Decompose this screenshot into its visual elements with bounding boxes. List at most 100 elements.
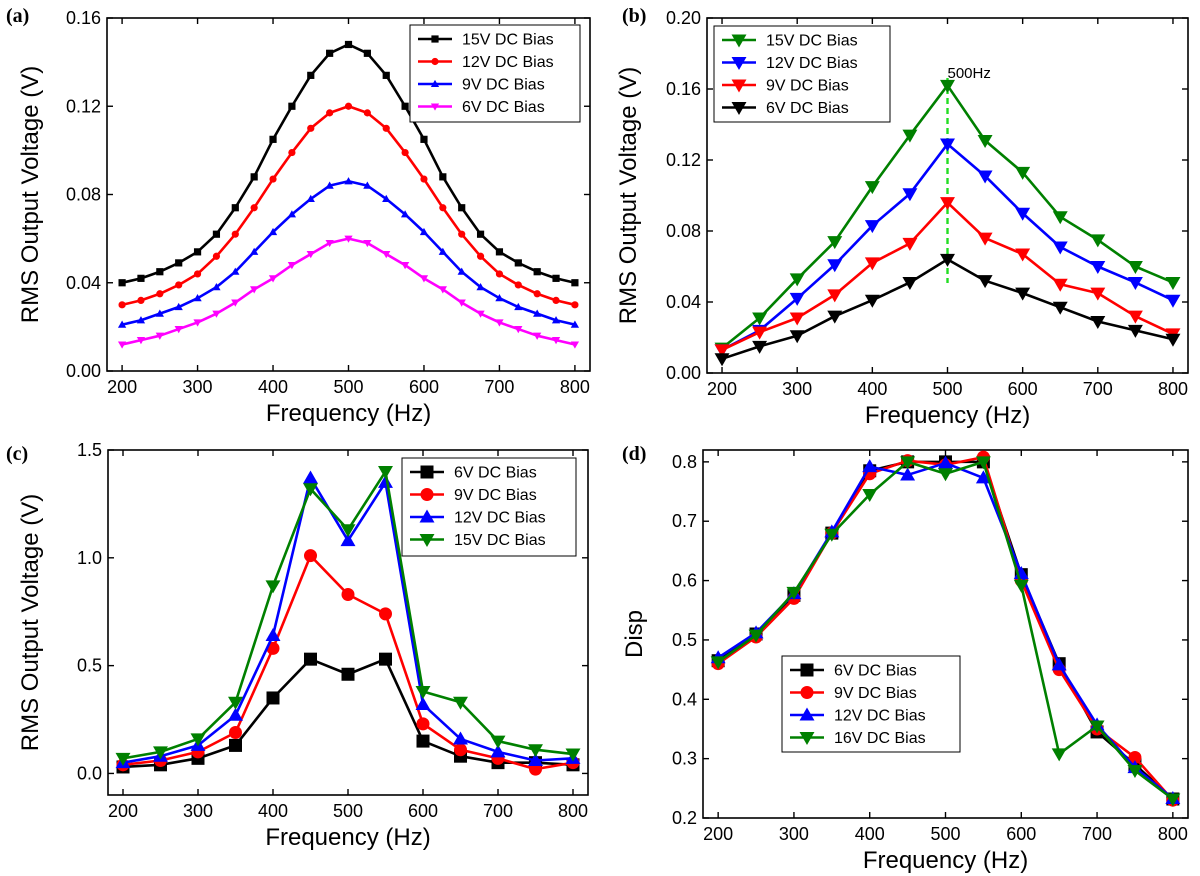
data-point — [864, 294, 880, 308]
data-point — [266, 691, 280, 705]
data-point — [1015, 248, 1031, 262]
data-point — [382, 194, 391, 202]
data-point — [340, 533, 356, 547]
x-tick-label: 500 — [932, 379, 962, 399]
data-point — [1127, 764, 1143, 778]
data-point — [118, 279, 126, 287]
x-tick-label: 800 — [560, 377, 590, 397]
data-point — [551, 316, 561, 324]
data-point — [528, 753, 543, 767]
data-point — [193, 248, 202, 256]
data-point — [571, 279, 579, 287]
x-tick-label: 200 — [703, 824, 733, 844]
data-point — [438, 286, 447, 294]
data-point — [156, 268, 164, 276]
y-axis-title: RMS Output Voltage (V) — [17, 66, 44, 323]
x-axis-title: Frequency (Hz) — [863, 847, 1028, 874]
data-point — [789, 292, 805, 306]
legend-swatch-marker — [430, 103, 440, 111]
data-point — [514, 259, 522, 267]
x-tick-label: 500 — [930, 824, 960, 844]
y-tick-label: 0.00 — [66, 361, 101, 381]
data-point — [117, 341, 127, 349]
data-point — [977, 275, 993, 289]
data-point — [1052, 211, 1068, 225]
series-1 — [118, 102, 579, 309]
data-point — [288, 148, 296, 157]
data-point — [231, 204, 239, 212]
data-point — [977, 232, 993, 246]
data-point — [228, 707, 243, 721]
legend-label: 12V DC Bias — [454, 510, 546, 527]
data-point — [379, 652, 392, 666]
data-point — [265, 627, 281, 641]
data-point — [229, 738, 242, 752]
x-tick-label: 600 — [408, 801, 438, 821]
y-tick-label: 0.12 — [666, 150, 701, 170]
data-point — [714, 344, 730, 358]
data-point — [457, 267, 466, 275]
data-point — [136, 316, 146, 324]
legend-label: 9V DC Bias — [834, 685, 917, 702]
x-tick-label: 300 — [779, 824, 809, 844]
data-point — [476, 230, 485, 238]
y-tick-label: 0.12 — [66, 96, 101, 116]
x-tick-label: 400 — [857, 379, 887, 399]
data-point — [975, 456, 991, 470]
legend-swatch-marker — [430, 79, 440, 88]
series-2 — [117, 177, 580, 328]
data-point — [250, 173, 258, 181]
data-point — [344, 40, 353, 49]
data-point — [382, 71, 390, 79]
data-point — [453, 696, 468, 710]
data-point — [528, 744, 543, 758]
legend-swatch-marker — [419, 533, 435, 547]
series-line — [121, 179, 576, 326]
data-point — [490, 744, 506, 758]
data-point — [438, 247, 447, 255]
data-point — [363, 109, 371, 117]
x-tick-label: 700 — [1082, 824, 1112, 844]
data-point — [533, 332, 542, 340]
data-point — [938, 468, 953, 482]
data-point — [344, 235, 353, 243]
data-point — [490, 735, 506, 749]
x-tick-label: 400 — [855, 824, 885, 844]
data-point — [454, 743, 467, 757]
legend-label: 12V DC Bias — [834, 708, 926, 725]
data-point — [363, 181, 372, 189]
data-point — [453, 731, 468, 745]
y-axis-title: RMS Output Voltage (V) — [17, 494, 44, 751]
data-point — [212, 252, 221, 260]
data-point — [416, 717, 430, 731]
data-point — [287, 262, 297, 270]
legend-swatch-marker — [420, 488, 434, 501]
data-point — [287, 210, 297, 218]
legend-swatch-marker — [731, 34, 747, 48]
y-tick-label: 0.4 — [672, 689, 697, 709]
data-point — [341, 587, 355, 601]
y-tick-label: 0.6 — [672, 571, 697, 591]
data-point — [363, 49, 371, 57]
data-point — [571, 301, 579, 309]
data-point — [495, 294, 504, 302]
data-point — [231, 299, 240, 307]
series-1 — [714, 138, 1181, 358]
data-point — [902, 188, 918, 202]
data-point — [325, 181, 334, 189]
y-tick-label: 0.08 — [66, 185, 101, 205]
series-0 — [711, 455, 1180, 806]
data-point — [155, 332, 164, 340]
data-point — [862, 488, 878, 502]
data-point — [303, 483, 318, 497]
y-tick-label: 0.16 — [66, 8, 101, 28]
data-point — [476, 310, 485, 318]
legend: 6V DC Bias 9V DC Bias 12V DC Bias 16V DC Bi… — [781, 655, 961, 753]
data-point — [1165, 793, 1181, 807]
data-point — [714, 353, 730, 367]
data-point — [250, 247, 259, 255]
data-point — [552, 274, 560, 282]
data-point — [458, 204, 466, 212]
data-point — [458, 230, 466, 238]
data-point — [1051, 657, 1067, 671]
